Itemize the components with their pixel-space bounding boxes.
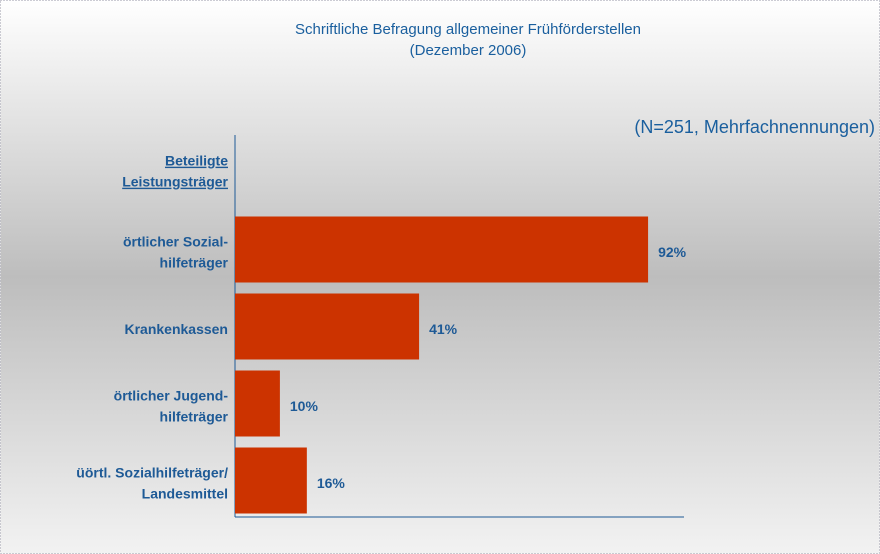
value-label: 41%: [429, 321, 458, 337]
axis-label: Beteiligte: [165, 153, 228, 169]
bar: [235, 370, 280, 437]
category-label: örtlicher Sozial-: [123, 234, 228, 250]
category-label: hilfeträger: [160, 409, 229, 425]
category-label: hilfeträger: [160, 255, 229, 271]
chart-title: Schriftliche Befragung allgemeiner Frühf…: [295, 21, 641, 38]
value-label: 10%: [290, 398, 319, 414]
category-label: Landesmittel: [142, 486, 228, 502]
bar: [235, 216, 649, 283]
category-label: örtlicher Jugend-: [114, 388, 229, 404]
bar: [235, 447, 307, 514]
axis-label: Leistungsträger: [122, 174, 228, 190]
note: (N=251, Mehrfachnennungen): [634, 117, 875, 137]
value-label: 16%: [317, 475, 346, 491]
value-label: 92%: [658, 244, 687, 260]
bar: [235, 293, 420, 360]
chart-subtitle: (Dezember 2006): [410, 42, 527, 59]
category-label: Krankenkassen: [124, 321, 228, 337]
category-label: üörtl. Sozialhilfeträger/: [76, 465, 228, 481]
